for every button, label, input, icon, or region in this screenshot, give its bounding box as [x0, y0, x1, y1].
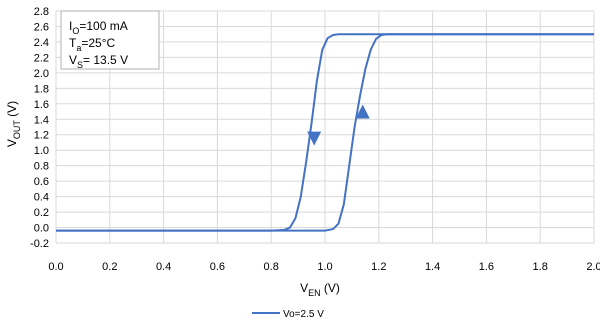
x-tick-label: 1.8	[533, 261, 548, 273]
x-tick-label: 0.6	[210, 261, 225, 273]
y-tick-labels: -0.2 0.0 0.2 0.4 0.6 0.8 1.0 1.2 1.4 1.6 1.8 2.0 2.2…	[30, 6, 49, 250]
y-tick-label: 1.2	[34, 130, 49, 142]
y-tick-label: 1.0	[34, 145, 49, 157]
y-tick-label: 2.0	[34, 68, 49, 80]
condition-supply: VS= 13.5 V	[69, 53, 128, 70]
x-tick-label: 0.2	[102, 261, 117, 273]
x-tick-label: 0.0	[48, 261, 63, 273]
arrow-up-icon	[355, 104, 370, 119]
y-tick-label: 0.6	[34, 176, 49, 188]
condition-current: IO=100 mA	[69, 19, 128, 36]
y-tick-label: 2.2	[34, 52, 49, 64]
x-tick-labels: 0.0 0.2 0.4 0.6 0.8 1.0 1.2 1.4 1.6 1.8 2.0	[48, 261, 600, 273]
arrow-down-icon	[307, 131, 322, 146]
legend: Vo=2.5 V	[252, 309, 324, 320]
y-tick-label: 0.4	[34, 192, 49, 204]
y-tick-label: 1.8	[34, 83, 49, 95]
y-tick-label: 1.6	[34, 99, 49, 111]
conditions-box-frame	[60, 10, 160, 70]
direction-arrows	[307, 104, 370, 146]
y-tick-label: 2.8	[34, 6, 49, 18]
x-tick-label: 0.4	[156, 261, 171, 273]
x-tick-label: 0.8	[264, 261, 279, 273]
condition-temperature: Ta=25°C	[69, 36, 116, 53]
series-line-falling	[56, 33, 594, 232]
y-tick-label: 0.2	[34, 207, 49, 219]
y-tick-label: 0.8	[34, 161, 49, 173]
x-tick-label: 1.0	[317, 261, 332, 273]
y-tick-label: 2.6	[34, 21, 49, 33]
y-tick-label: 1.4	[34, 114, 49, 126]
y-tick-label: 0.0	[34, 223, 49, 235]
x-tick-label: 1.2	[371, 261, 386, 273]
conditions-box: IO=100 mA Ta=25°C VS= 13.5 V	[60, 10, 160, 70]
legend-label: Vo=2.5 V	[283, 309, 324, 320]
y-tick-label: 2.4	[34, 37, 49, 49]
x-axis-title: VEN (V)	[300, 281, 340, 298]
x-tick-label: 1.4	[425, 261, 440, 273]
x-tick-label: 2.0	[586, 261, 600, 273]
y-axis-title: VOUT (V)	[5, 101, 22, 147]
y-tick-label: -0.2	[30, 238, 49, 250]
x-tick-label: 1.6	[479, 261, 494, 273]
